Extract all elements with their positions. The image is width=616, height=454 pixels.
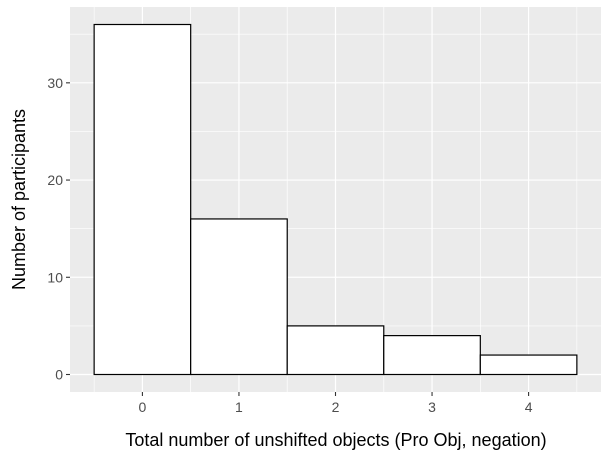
x-axis-title: Total number of unshifted objects (Pro O… — [125, 430, 546, 450]
bar-2 — [286, 325, 385, 376]
y-tick-label: 0 — [55, 367, 63, 383]
y-tick-label: 20 — [47, 172, 63, 188]
bar-4 — [479, 354, 578, 376]
x-axis: 0 1 2 3 4 — [139, 392, 533, 415]
bars — [93, 23, 578, 376]
y-axis: 0 10 20 30 — [47, 75, 70, 383]
x-tick-label: 3 — [428, 399, 436, 415]
y-tick-label: 30 — [47, 75, 63, 91]
y-tick-label: 10 — [47, 269, 63, 285]
bar-0 — [93, 23, 192, 376]
bar-1 — [190, 218, 288, 376]
x-tick-label: 1 — [235, 399, 243, 415]
x-tick-label: 4 — [525, 399, 533, 415]
x-tick-label: 2 — [332, 399, 340, 415]
bar-3 — [383, 335, 481, 376]
y-axis-title: Number of participants — [9, 109, 29, 290]
x-tick-label: 0 — [139, 399, 147, 415]
